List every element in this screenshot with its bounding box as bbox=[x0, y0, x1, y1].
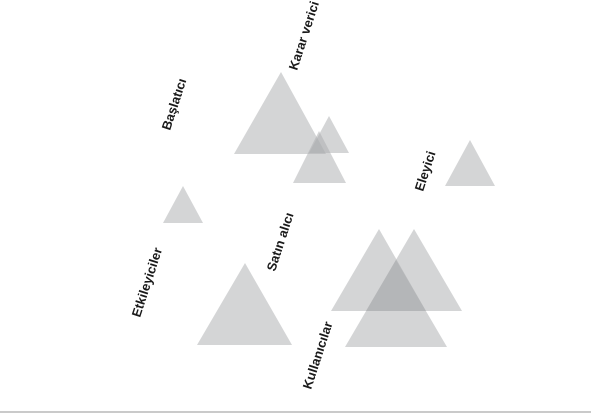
eleyici-label: Eleyici bbox=[412, 149, 439, 193]
etkileyiciler-triangle bbox=[197, 263, 292, 345]
eleyici-triangle bbox=[445, 140, 495, 186]
baslatici-label: Başlatıcı bbox=[159, 76, 190, 132]
baslatici-triangle bbox=[163, 186, 203, 223]
kullanicilar-triangle-bottom bbox=[345, 260, 447, 347]
kullanicilar-label: Kullanıcılar bbox=[300, 320, 336, 391]
triangle-group bbox=[163, 72, 495, 347]
etkileyiciler-label: Etkileyiciler bbox=[129, 246, 166, 319]
karar-verici-label: Karar verici bbox=[286, 0, 322, 72]
karar-verici-small-triangle-bottom bbox=[293, 131, 346, 183]
satin-alici-label: Satın alıcı bbox=[264, 211, 297, 273]
karar-verici-large-triangle bbox=[234, 72, 326, 154]
